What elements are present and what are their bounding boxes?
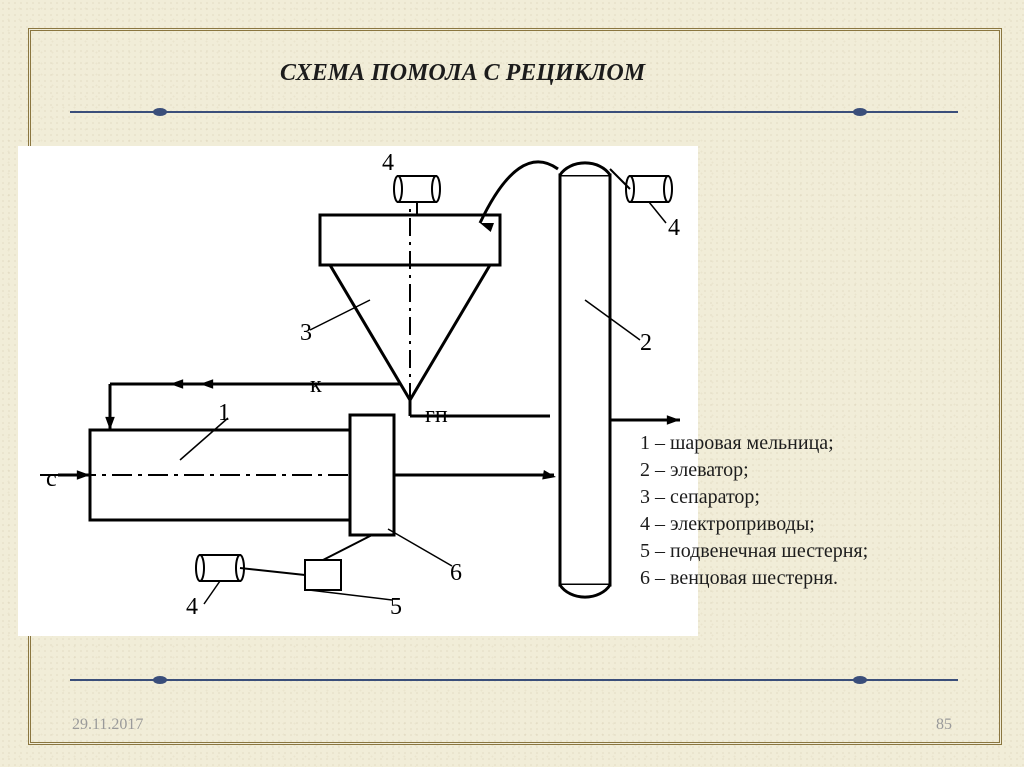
legend-item: 1 – шаровая мельница; (640, 430, 868, 457)
svg-text:2: 2 (640, 330, 652, 356)
svg-text:3: 3 (300, 320, 312, 346)
svg-text:с: с (46, 466, 57, 492)
separator-bead (153, 108, 167, 116)
separator-bead (153, 676, 167, 684)
schematic-svg: с к гп 1 2 3 4 4 4 5 6 (18, 146, 698, 636)
legend: 1 – шаровая мельница; 2 – элеватор; 3 – … (640, 430, 868, 592)
separator-top (70, 111, 958, 113)
svg-text:6: 6 (450, 560, 462, 586)
svg-text:к: к (310, 372, 322, 398)
page-title: СХЕМА ПОМОЛА С РЕЦИКЛОМ (280, 60, 645, 87)
separator-bead (853, 108, 867, 116)
separator-bead (853, 676, 867, 684)
svg-text:1: 1 (218, 400, 230, 426)
slide: СХЕМА ПОМОЛА С РЕЦИКЛОМ с к гп 1 2 3 4 4 4 5 6 1 –… (0, 0, 1024, 767)
svg-text:5: 5 (390, 594, 402, 620)
legend-item: 4 – электроприводы; (640, 511, 868, 538)
legend-item: 2 – элеватор; (640, 457, 868, 484)
legend-item: 3 – сепаратор; (640, 484, 868, 511)
separator-bottom (70, 679, 958, 681)
svg-text:4: 4 (668, 215, 680, 241)
legend-item: 6 – венцовая шестерня. (640, 565, 868, 592)
svg-text:гп: гп (425, 402, 448, 428)
svg-text:4: 4 (186, 594, 198, 620)
footer-date: 29.11.2017 (72, 716, 143, 734)
svg-text:4: 4 (382, 150, 394, 176)
footer-page-number: 85 (936, 716, 952, 734)
legend-item: 5 – подвенечная шестерня; (640, 538, 868, 565)
schematic-diagram: с к гп 1 2 3 4 4 4 5 6 (18, 146, 698, 636)
